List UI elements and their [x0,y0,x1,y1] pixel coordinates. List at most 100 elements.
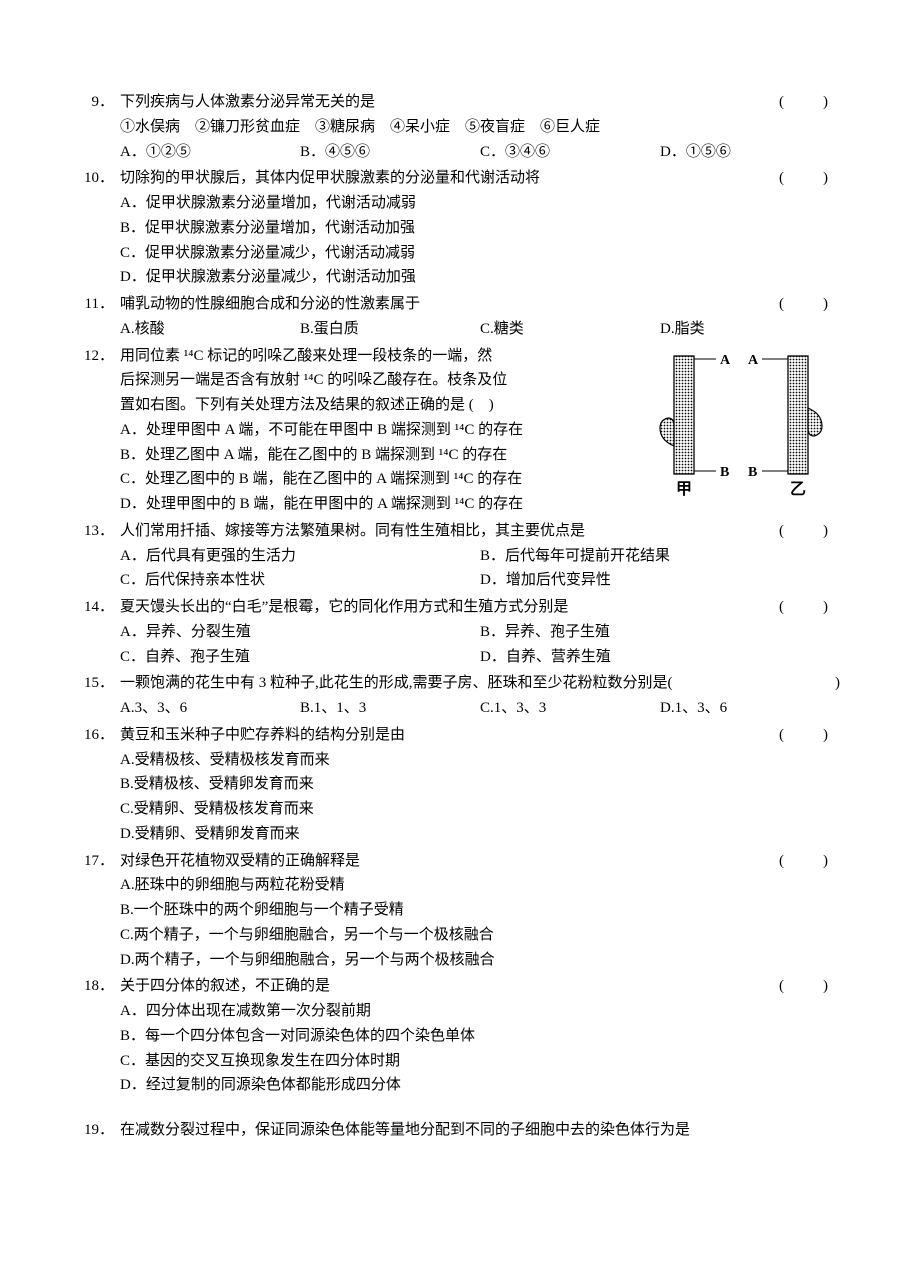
option-b: B．异养、孢子生殖 [480,620,840,645]
question-text: 用同位素 ¹⁴C 标记的吲哚乙酸来处理一段枝条的一端，然 [120,344,624,369]
question-18: 18． 关于四分体的叙述，不正确的是 ( ) A．四分体出现在减数第一次分裂前期… [80,974,840,1098]
option-d: D.脂类 [660,317,840,342]
option-a: A．促甲状腺激素分泌量增加，代谢活动减弱 [120,191,840,216]
option-c: C．促甲状腺激素分泌量减少，代谢活动减弱 [120,241,840,266]
stem-text: 对绿色开花植物双受精的正确解释是 [120,853,360,869]
question-text: 切除狗的甲状腺后，其体内促甲状腺激素的分泌量和代谢活动将 ( ) [120,166,840,191]
option-d: D.两个精子，一个与卵细胞融合，另一个与两个极核融合 [120,948,840,973]
option-b: B．④⑤⑥ [300,140,480,165]
option-c: C．③④⑥ [480,140,660,165]
question-13: 13． 人们常用扦插、嫁接等方法繁殖果树。同有性生殖相比，其主要优点是 ( ) … [80,519,840,593]
option-a: A.3、3、6 [120,696,300,721]
question-15: 15． 一颗饱满的花生中有 3 粒种子,此花生的形成,需要子房、胚珠和至少花粉粒… [80,671,840,721]
spacer [80,1100,840,1118]
svg-text:A: A [748,353,759,368]
question-number: 18． [80,974,120,999]
question-number: 11． [80,292,120,317]
options-two: A．后代具有更强的生活力 B．后代每年可提前开花结果 C．后代保持亲本性状 D．… [80,544,840,594]
option-a: A．异养、分裂生殖 [120,620,480,645]
option-d: D.受精卵、受精卵发育而来 [120,822,840,847]
question-17: 17． 对绿色开花植物双受精的正确解释是 ( ) A.胚珠中的卵细胞与两粒花粉受… [80,849,840,973]
question-11: 11． 哺乳动物的性腺细胞合成和分泌的性激素属于 ( ) A.核酸 B.蛋白质 … [80,292,840,342]
stem-text: 切除狗的甲状腺后，其体内促甲状腺激素的分泌量和代谢活动将 [120,170,540,186]
stem-text: 一颗饱满的花生中有 3 粒种子,此花生的形成,需要子房、胚珠和至少花粉粒数分别是… [120,675,673,691]
stem-text: 人们常用扦插、嫁接等方法繁殖果树。同有性生殖相比，其主要优点是 [120,523,585,539]
option-a: A．四分体出现在减数第一次分裂前期 [120,999,840,1024]
option-b: B.蛋白质 [300,317,480,342]
question-10: 10． 切除狗的甲状腺后，其体内促甲状腺激素的分泌量和代谢活动将 ( ) A．促… [80,166,840,290]
svg-text:A: A [720,353,731,368]
question-19: 19． 在减数分裂过程中，保证同源染色体能等量地分配到不同的子细胞中去的染色体行… [80,1118,840,1143]
stem-line-1: 用同位素 ¹⁴C 标记的吲哚乙酸来处理一段枝条的一端，然 [120,348,492,364]
option-b: B．促甲状腺激素分泌量增加，代谢活动加强 [120,216,840,241]
question-number: 17． [80,849,120,874]
question-sub: ①水俣病 ②镰刀形贫血症 ③糖尿病 ④呆小症 ⑤夜盲症 ⑥巨人症 [80,115,840,140]
option-c: C．自养、孢子生殖 [120,645,480,670]
option-c: C.两个精子，一个与卵细胞融合，另一个与一个极核融合 [120,923,840,948]
question-text: 人们常用扦插、嫁接等方法繁殖果树。同有性生殖相比，其主要优点是 ( ) [120,519,840,544]
question-text: 对绿色开花植物双受精的正确解释是 ( ) [120,849,840,874]
option-c: C.1、3、3 [480,696,660,721]
question-number: 15． [80,671,120,696]
question-number: 16． [80,723,120,748]
option-a: A.核酸 [120,317,300,342]
option-d: D．经过复制的同源染色体都能形成四分体 [120,1073,840,1098]
option-d: D.1、3、6 [660,696,840,721]
stem-text: 黄豆和玉米种子中贮存养料的结构分别是由 [120,727,405,743]
option-a: A.受精极核、受精极核发育而来 [120,748,840,773]
question-number: 19． [80,1118,120,1143]
answer-paren: ( ) [779,166,840,191]
branch-svg: A B 甲 A B 乙 [630,346,840,506]
options-stack: A．四分体出现在减数第一次分裂前期 B．每一个四分体包含一对同源染色体的四个染色… [80,999,840,1098]
options-row: A．①②⑤ B．④⑤⑥ C．③④⑥ D．①⑤⑥ [80,140,840,165]
question-number: 12． [80,344,120,369]
option-a: A.胚珠中的卵细胞与两粒花粉受精 [120,873,840,898]
svg-text:B: B [748,465,757,480]
option-d: D．促甲状腺激素分泌量减少，代谢活动加强 [120,265,840,290]
answer-paren: ( ) [779,974,840,999]
option-d: D．增加后代变异性 [480,568,840,593]
question-number: 9． [80,90,120,115]
option-c: C．后代保持亲本性状 [120,568,480,593]
stem-text: 下列疾病与人体激素分泌异常无关的是 [120,94,375,110]
stem-text: 关于四分体的叙述，不正确的是 [120,978,330,994]
label-jia: 甲 [676,480,692,498]
answer-paren: ( ) [779,519,840,544]
option-c: C．基因的交叉互换现象发生在四分体时期 [120,1049,840,1074]
option-d: D．自养、营养生殖 [480,645,840,670]
answer-paren: ( ) [779,292,840,317]
options-stack: A．促甲状腺激素分泌量增加，代谢活动减弱 B．促甲状腺激素分泌量增加，代谢活动加… [80,191,840,290]
question-text: 黄豆和玉米种子中贮存养料的结构分别是由 ( ) [120,723,840,748]
question-text: 在减数分裂过程中，保证同源染色体能等量地分配到不同的子细胞中去的染色体行为是 [120,1118,840,1143]
question-text: 一颗饱满的花生中有 3 粒种子,此花生的形成,需要子房、胚珠和至少花粉粒数分别是… [120,671,840,696]
question-text: 夏天馒头长出的“白毛”是根霉，它的同化作用方式和生殖方式分别是 ( ) [120,595,840,620]
question-12: A B 甲 A B 乙 12． [80,344,840,517]
options-stack: A.受精极核、受精极核发育而来 B.受精极核、受精卵发育而来 C.受精卵、受精极… [80,748,840,847]
answer-paren: ( ) [779,595,840,620]
option-b: B．每一个四分体包含一对同源染色体的四个染色单体 [120,1024,840,1049]
question-9: 9． 下列疾病与人体激素分泌异常无关的是 ( ) ①水俣病 ②镰刀形贫血症 ③糖… [80,90,840,164]
option-b: B.一个胚珠中的两个卵细胞与一个精子受精 [120,898,840,923]
question-number: 10． [80,166,120,191]
question-16: 16． 黄豆和玉米种子中贮存养料的结构分别是由 ( ) A.受精极核、受精极核发… [80,723,840,847]
stem-text: 哺乳动物的性腺细胞合成和分泌的性激素属于 [120,296,420,312]
options-row: A.3、3、6 B.1、1、3 C.1、3、3 D.1、3、6 [80,696,840,721]
option-b: B．后代每年可提前开花结果 [480,544,840,569]
option-c: C.糖类 [480,317,660,342]
svg-text:B: B [720,465,729,480]
answer-paren: ( ) [779,90,840,115]
options-stack: A.胚珠中的卵细胞与两粒花粉受精 B.一个胚珠中的两个卵细胞与一个精子受精 C.… [80,873,840,972]
answer-paren: ( ) [779,849,840,874]
question-number: 13． [80,519,120,544]
option-a: A．①②⑤ [120,140,300,165]
option-b: B.1、1、3 [300,696,480,721]
question-text: 哺乳动物的性腺细胞合成和分泌的性激素属于 ( ) [120,292,840,317]
page: 9． 下列疾病与人体激素分泌异常无关的是 ( ) ①水俣病 ②镰刀形贫血症 ③糖… [0,0,920,1274]
options-two: A．异养、分裂生殖 B．异养、孢子生殖 C．自养、孢子生殖 D．自养、营养生殖 [80,620,840,670]
question-text: 下列疾病与人体激素分泌异常无关的是 ( ) [120,90,840,115]
question-14: 14． 夏天馒头长出的“白毛”是根霉，它的同化作用方式和生殖方式分别是 ( ) … [80,595,840,669]
question-text: 关于四分体的叙述，不正确的是 ( ) [120,974,840,999]
options-row: A.核酸 B.蛋白质 C.糖类 D.脂类 [80,317,840,342]
label-yi: 乙 [790,481,806,498]
stem-text: 夏天馒头长出的“白毛”是根霉，它的同化作用方式和生殖方式分别是 [120,599,568,615]
